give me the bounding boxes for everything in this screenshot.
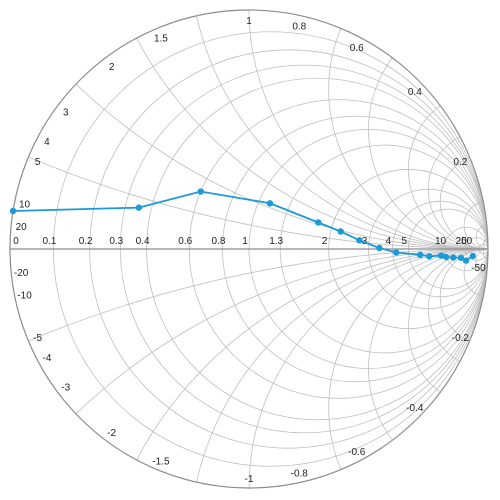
positive-reactance-label: 1.5 xyxy=(154,34,168,45)
reactance-arc xyxy=(428,249,500,369)
positive-reactance-label: 1 xyxy=(246,16,252,27)
series-marker[interactable] xyxy=(470,253,476,259)
negative-reactance-label: -10 xyxy=(17,290,32,301)
series-marker[interactable] xyxy=(443,254,449,260)
positive-reactance-label: 10 xyxy=(19,200,31,211)
positive-reactance-label: 0.4 xyxy=(408,87,422,98)
reactance-arc xyxy=(0,0,500,249)
negative-reactance-label: -0.4 xyxy=(406,403,424,414)
series-marker[interactable] xyxy=(450,254,456,260)
negative-reactance-label: -50 xyxy=(471,263,486,274)
negative-reactance-label: -1 xyxy=(245,474,254,485)
series-marker[interactable] xyxy=(315,219,321,225)
positive-reactance-label: 3 xyxy=(63,108,69,119)
positive-reactance-label: 4 xyxy=(44,137,50,148)
series-marker[interactable] xyxy=(267,200,273,206)
resistance-tick-label: 50 xyxy=(461,236,473,247)
negative-reactance-label: -3 xyxy=(61,382,70,393)
resistance-tick-label: 0.2 xyxy=(79,236,93,247)
resistance-tick-label: 0.8 xyxy=(211,236,225,247)
series-marker[interactable] xyxy=(338,228,344,234)
resistance-tick-label: 10 xyxy=(435,236,447,247)
positive-reactance-label: 2 xyxy=(109,62,115,73)
negative-reactance-label: -0.8 xyxy=(291,468,309,479)
series-marker[interactable] xyxy=(10,208,16,214)
series-marker[interactable] xyxy=(198,188,204,194)
reactance-arc xyxy=(90,0,500,249)
negative-reactance-label: -0.2 xyxy=(452,333,470,344)
series-line xyxy=(13,192,473,261)
negative-reactance-label: -5 xyxy=(33,333,42,344)
negative-reactance-label: -2 xyxy=(107,428,116,439)
series-marker[interactable] xyxy=(136,204,142,210)
negative-reactance-label: -1.5 xyxy=(152,456,170,467)
axis-labels: 0 0.1 0.2 0.3 0.4 0.6 0.8 1 1.3 2 3 4 5 10 20500.20.40… xyxy=(13,16,486,485)
resistance-tick-label: 0.3 xyxy=(109,236,123,247)
series-marker[interactable] xyxy=(463,257,469,263)
reactance-arc xyxy=(189,249,500,500)
negative-reactance-label: -20 xyxy=(14,268,29,279)
reactance-arc xyxy=(329,0,500,249)
reactance-arc xyxy=(0,0,500,249)
series-marker[interactable] xyxy=(393,249,399,255)
series-marker[interactable] xyxy=(356,237,362,243)
resistance-tick-label: 1.3 xyxy=(269,236,283,247)
reactance-arc xyxy=(428,130,500,250)
positive-reactance-label: 0.6 xyxy=(350,43,364,54)
resistance-tick-label: 0.1 xyxy=(43,236,57,247)
positive-reactance-label: 20 xyxy=(16,222,28,233)
series-marker[interactable] xyxy=(376,245,382,251)
resistance-tick-label: 0 xyxy=(13,236,19,247)
negative-reactance-label: -4 xyxy=(42,353,51,364)
resistance-tick-label: 1 xyxy=(242,236,248,247)
resistance-tick-label: 0.4 xyxy=(136,236,150,247)
series-marker[interactable] xyxy=(426,253,432,259)
resistance-tick-label: 5 xyxy=(402,236,408,247)
positive-reactance-label: 5 xyxy=(35,157,41,168)
reactance-arc xyxy=(369,10,500,249)
resistance-tick-label: 2 xyxy=(322,236,328,247)
resistance-tick-label: 0.6 xyxy=(178,236,192,247)
resistance-tick-label: 4 xyxy=(386,236,392,247)
negative-reactance-label: -0.6 xyxy=(348,447,366,458)
series-marker[interactable] xyxy=(417,252,423,258)
positive-reactance-label: 0.8 xyxy=(292,22,306,33)
reactance-arc xyxy=(369,249,500,488)
positive-reactance-label: 0.2 xyxy=(453,157,467,168)
